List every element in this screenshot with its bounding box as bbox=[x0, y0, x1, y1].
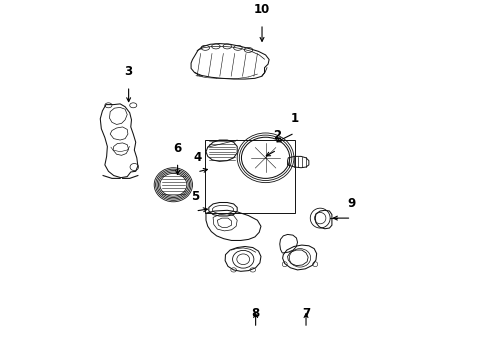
Text: 5: 5 bbox=[191, 190, 199, 203]
Text: 4: 4 bbox=[193, 151, 201, 164]
Text: 2: 2 bbox=[273, 129, 281, 142]
Text: 10: 10 bbox=[254, 3, 270, 16]
Text: 9: 9 bbox=[347, 197, 356, 210]
Text: 1: 1 bbox=[291, 112, 299, 125]
Text: 7: 7 bbox=[302, 307, 310, 320]
Text: 8: 8 bbox=[251, 307, 260, 320]
Text: 6: 6 bbox=[173, 141, 182, 154]
Text: 3: 3 bbox=[124, 65, 133, 78]
